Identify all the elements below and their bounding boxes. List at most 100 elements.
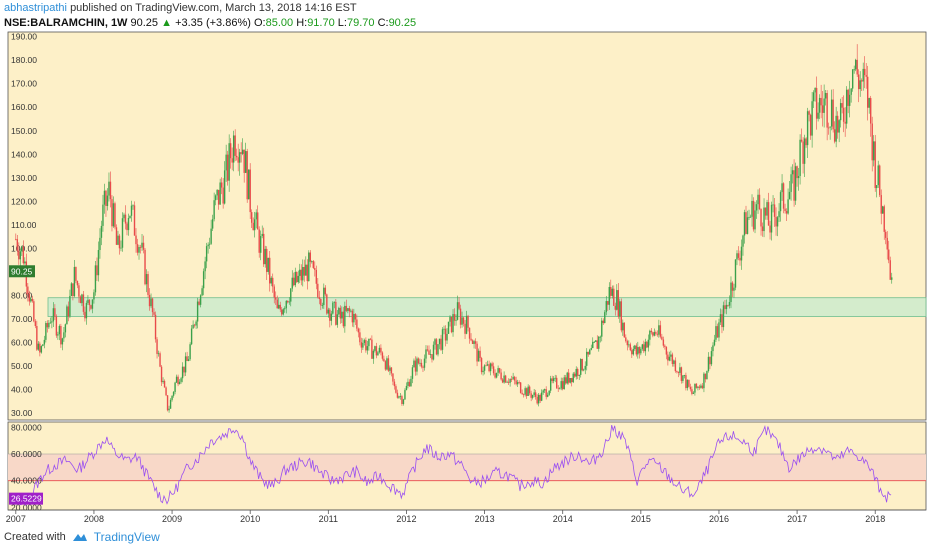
candle-body	[321, 305, 324, 306]
candle-body	[30, 298, 32, 302]
candle-body	[208, 243, 211, 245]
candle-body	[420, 362, 423, 367]
candle-body	[814, 87, 816, 93]
candle-body	[569, 378, 571, 383]
candle-body	[329, 309, 331, 321]
candle-body	[743, 212, 746, 236]
candle-body	[287, 300, 289, 303]
candle-body	[57, 334, 59, 336]
x-tick-label: 2007	[6, 514, 26, 524]
candle-body	[528, 386, 531, 394]
candle-body	[628, 344, 630, 346]
candle-body	[132, 205, 134, 207]
candle-body	[860, 80, 863, 82]
candle-body	[637, 347, 639, 355]
candle-body	[473, 341, 475, 344]
candle-body	[293, 277, 295, 286]
candle-body	[518, 382, 520, 383]
candle-body	[15, 238, 17, 240]
candle-body	[652, 332, 654, 336]
candle-body	[764, 207, 767, 216]
candle-body	[213, 200, 215, 220]
candle-body	[784, 208, 786, 212]
candle-body	[737, 253, 740, 258]
candle-body	[345, 305, 348, 311]
candle-body	[751, 200, 753, 217]
price-tick-label: 170.00	[11, 79, 37, 89]
candle-body	[560, 381, 562, 389]
candle-body	[234, 135, 236, 156]
candle-body	[549, 378, 552, 391]
tradingview-brand-link[interactable]: TradingView	[93, 530, 160, 544]
support-zone[interactable]	[47, 297, 927, 317]
candle-body	[486, 364, 489, 366]
candle-body	[611, 288, 613, 296]
candle-body	[761, 226, 764, 232]
candle-body	[398, 396, 400, 398]
candle-body	[873, 141, 875, 161]
candle-body	[177, 376, 179, 385]
candle-body	[323, 287, 325, 306]
x-tick-label: 2009	[162, 514, 182, 524]
candle-body	[773, 204, 776, 217]
candle-body	[219, 182, 221, 205]
candle-body	[673, 360, 675, 364]
candle-body	[267, 257, 269, 272]
candle-body	[888, 249, 890, 261]
author-link[interactable]: abhastripathi	[4, 2, 67, 14]
candle-body	[381, 352, 384, 359]
candle-body	[640, 348, 642, 354]
candle-body	[320, 299, 322, 306]
candle-body	[799, 139, 801, 176]
candle-body	[372, 350, 375, 359]
candle-body	[273, 286, 275, 298]
candle-body	[736, 253, 738, 260]
candle-body	[255, 212, 257, 220]
price-pane[interactable]: 190.00 180.00 170.00 160.00 150.00 140.00 130.…	[7, 31, 927, 421]
price-tick-label: 50.00	[11, 361, 33, 371]
candle-body	[739, 257, 741, 261]
candle-body	[533, 392, 535, 396]
candle-body	[791, 170, 794, 175]
candle-body	[151, 298, 154, 313]
candle-body	[760, 209, 762, 227]
candle-body	[49, 322, 52, 324]
candle-body	[646, 341, 648, 348]
candle-body	[387, 358, 390, 371]
up-arrow-icon: ▲	[161, 17, 172, 29]
low-label: L:	[337, 17, 347, 29]
candle-body	[360, 342, 363, 348]
candle-body	[105, 190, 107, 207]
candle-body	[330, 313, 333, 321]
x-tick-label: 2014	[553, 514, 573, 524]
candle-body	[336, 314, 339, 325]
candle-body	[721, 314, 723, 328]
symbol-info-line: NSE:BALRAMCHIN, 1W 90.25 ▲ +3.35 (+3.86%…	[4, 17, 416, 30]
candle-body	[772, 204, 774, 206]
candle-body	[820, 97, 822, 106]
rsi-tick-label: 60.0000	[11, 449, 42, 459]
candle-body	[423, 358, 426, 368]
candle-body	[28, 293, 31, 302]
candle-body	[357, 328, 360, 333]
candle-body	[868, 98, 870, 108]
candle-body	[247, 169, 250, 200]
candle-body	[40, 346, 43, 353]
candle-body	[425, 349, 427, 359]
price-tick-label: 80.00	[11, 290, 33, 300]
current-price-badge	[9, 265, 35, 278]
candle-body	[348, 308, 351, 312]
candles	[15, 44, 893, 413]
candle-body	[688, 379, 690, 387]
candle-body	[725, 304, 728, 310]
candle-body	[598, 336, 600, 349]
candle-body	[770, 204, 773, 233]
candle-body	[691, 389, 693, 394]
candle-body	[580, 358, 582, 375]
candle-body	[575, 368, 577, 377]
candle-body	[724, 305, 726, 310]
candle-body	[67, 306, 70, 317]
candle-body	[697, 386, 699, 388]
